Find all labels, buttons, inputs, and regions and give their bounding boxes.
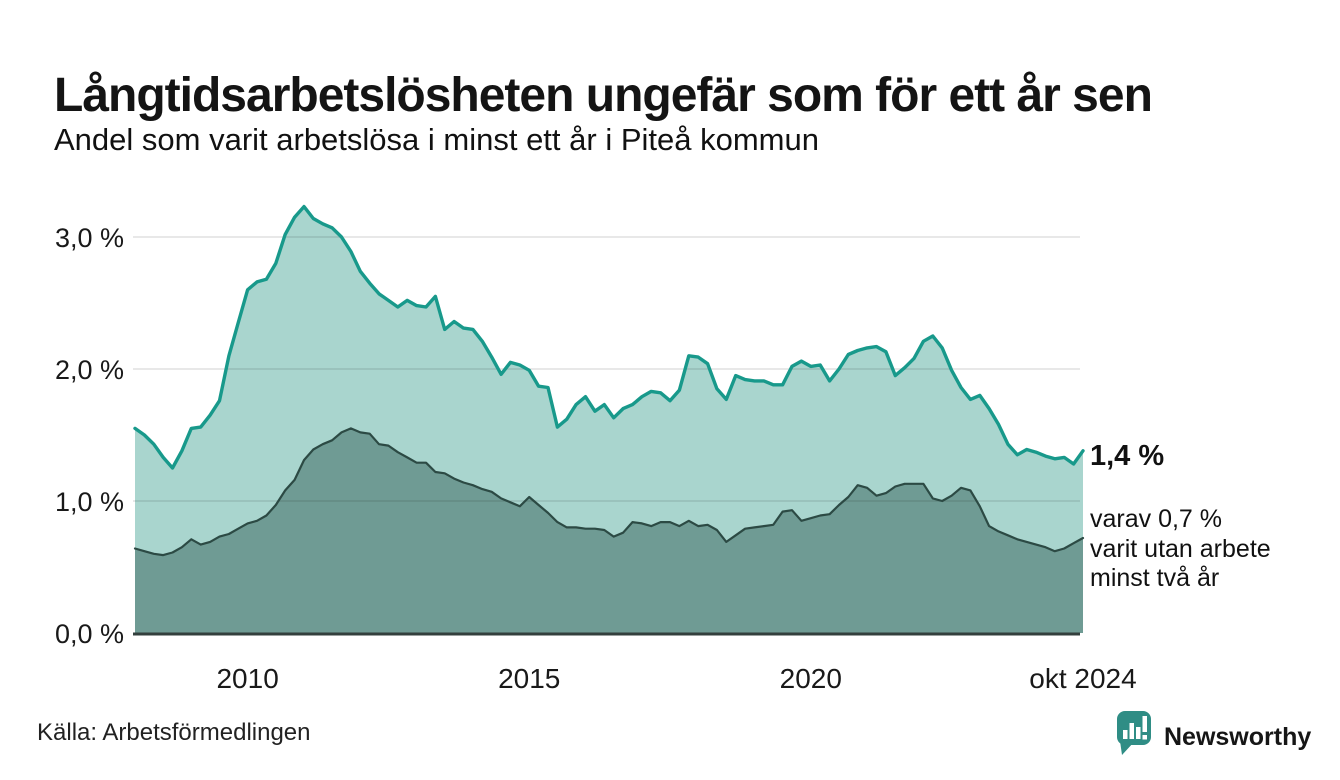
gridlines: [133, 236, 1080, 502]
x-axis-tick-labels: 2010 2015 2020 okt 2024: [216, 663, 1136, 694]
y-tick-label: 3,0 %: [55, 223, 124, 253]
latest-value-label: 1,4 %: [1090, 440, 1165, 472]
y-tick-label: 2,0 %: [55, 355, 124, 385]
latest-value-detail: varav 0,7 % varit utan arbete minst två …: [1090, 505, 1271, 592]
x-tick-label: 2020: [780, 663, 842, 694]
page-title: Långtidsarbetslösheten ungefär som för e…: [54, 69, 1153, 123]
newsworthy-logo-icon: [1117, 711, 1151, 755]
line-one-year: [133, 204, 1085, 470]
newsworthy-branding: Newsworthy: [1113, 708, 1311, 758]
line-two-years: [133, 427, 1085, 557]
y-tick-label: 0,0 %: [55, 619, 124, 649]
x-tick-label: 2010: [216, 663, 278, 694]
x-tick-label: okt 2024: [1029, 663, 1136, 694]
y-tick-label: 1,0 %: [55, 487, 124, 517]
source-note: Källa: Arbetsförmedlingen: [37, 719, 311, 746]
chart-areas: [135, 206, 1083, 633]
page-subtitle: Andel som varit arbetslösa i minst ett å…: [54, 122, 819, 157]
area-two-years: [135, 428, 1083, 633]
x-tick-label: 2015: [498, 663, 560, 694]
newsworthy-wordmark: Newsworthy: [1164, 722, 1312, 751]
y-axis-tick-labels: 0,0 % 1,0 % 2,0 % 3,0 %: [55, 223, 124, 649]
